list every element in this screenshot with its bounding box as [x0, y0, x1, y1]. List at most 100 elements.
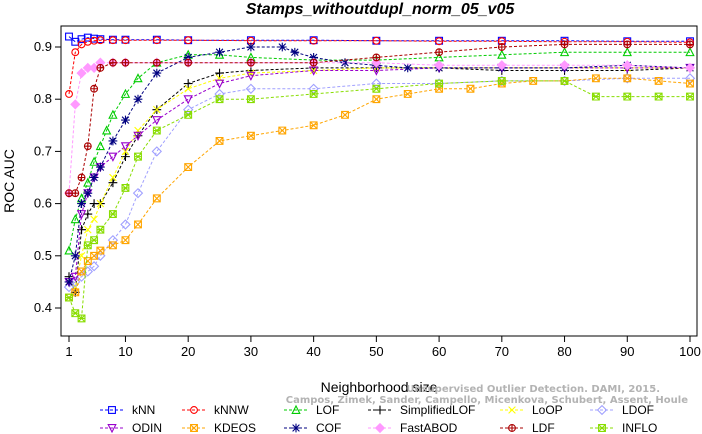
data-point-odin	[246, 71, 256, 81]
data-point-ldf	[246, 58, 255, 67]
y-tick-label: 0.4	[34, 300, 52, 315]
data-point-odin	[76, 210, 87, 220]
data-point-knnw	[65, 90, 73, 98]
data-point-ldf	[108, 58, 117, 67]
data-point-cof	[108, 136, 118, 146]
data-point-lof	[64, 245, 74, 255]
data-point-ldf	[121, 58, 130, 67]
x-tick-label: 80	[557, 344, 571, 359]
data-point-fastabod	[559, 60, 570, 71]
data-point-kdeos	[215, 137, 224, 145]
data-point-ldof	[132, 187, 144, 199]
legend-item-ldof: LDOF	[590, 403, 654, 417]
data-point-ldf	[560, 40, 569, 49]
data-point-fastabod	[70, 99, 81, 110]
legend-label-lof: LOF	[316, 403, 339, 417]
legend-marker-simplifiedlof	[375, 405, 385, 415]
series-ldf	[65, 40, 694, 198]
series-line-ldf	[69, 43, 690, 194]
data-point-ldf	[372, 53, 381, 62]
y-tick-label: 0.7	[34, 143, 52, 158]
x-axis-label: Neighborhood size	[321, 379, 438, 395]
data-point-knnw	[435, 37, 444, 46]
data-point-fastabod	[433, 60, 445, 71]
data-point-kdeos	[372, 95, 381, 104]
data-point-kdeos	[686, 79, 694, 88]
data-point-cof	[121, 115, 130, 125]
data-point-lof	[83, 177, 93, 187]
data-point-inflo	[497, 76, 506, 85]
x-axis: 1 10 20 30 40 50 60 70 80 90 100	[65, 336, 701, 359]
legend-marker-ldf	[508, 424, 516, 432]
data-point-lof	[95, 140, 106, 151]
legend-label-simplifiedlof: SimplifiedLOF	[400, 403, 475, 417]
legend-marker-loop	[508, 406, 516, 414]
legend-marker-inflo	[598, 424, 606, 432]
legend-label-kdeos: KDEOS	[214, 421, 256, 434]
data-point-simplifiedlof	[108, 178, 118, 188]
legend-label-ldof: LDOF	[622, 403, 654, 417]
data-point-kdeos	[278, 126, 287, 135]
data-point-kdeos	[591, 74, 600, 83]
legend-item-kdeos: KDEOS	[182, 421, 256, 434]
series-line-knn	[68, 36, 690, 43]
x-tick-label: 1	[65, 344, 72, 359]
data-point-ldf	[77, 173, 86, 182]
data-point-kdeos	[134, 220, 142, 229]
legend-item-simplifiedlof: SimplifiedLOF	[368, 403, 475, 417]
data-point-ldf	[184, 58, 193, 67]
data-point-inflo	[90, 236, 99, 245]
data-point-cof	[215, 47, 224, 57]
data-point-odin	[152, 116, 162, 126]
legend-label-fastabod: FastABOD	[400, 421, 458, 434]
data-point-ldf	[686, 40, 694, 49]
data-point-inflo	[215, 95, 224, 104]
data-point-odin	[120, 142, 131, 152]
series-line-ldof	[68, 77, 690, 288]
series-ldof	[63, 73, 696, 293]
data-point-ldf	[96, 64, 105, 72]
data-point-inflo	[184, 110, 193, 119]
data-point-ldof	[183, 104, 194, 115]
x-tick-label: 30	[244, 344, 258, 359]
data-point-loop	[90, 215, 98, 224]
data-point-knnw	[309, 36, 318, 45]
data-point-inflo	[246, 95, 255, 104]
data-point-inflo	[560, 76, 569, 85]
data-point-fastabod	[496, 60, 507, 71]
watermark-line-1: Unsupervised Outlier Detection. DAMI, 20…	[406, 384, 660, 395]
legend-marker-fastabod	[374, 422, 386, 434]
data-point-inflo	[591, 92, 600, 101]
data-point-knnw	[121, 36, 130, 45]
data-point-inflo	[623, 92, 632, 101]
data-point-lof	[685, 47, 695, 57]
data-point-ldof	[371, 78, 382, 89]
legend-item-odin: ODIN	[100, 421, 162, 434]
legend-item-lof: LOF	[284, 403, 339, 417]
data-point-loop	[77, 252, 86, 260]
data-point-inflo	[435, 79, 444, 88]
data-point-lof	[622, 47, 632, 57]
data-point-cof	[309, 53, 319, 62]
x-tick-label: 40	[306, 344, 320, 359]
data-point-loop	[121, 147, 130, 156]
data-point-inflo	[686, 92, 694, 101]
data-point-cof	[277, 42, 287, 52]
legend-item-knn: kNN	[100, 403, 155, 417]
data-point-kdeos	[341, 110, 349, 119]
data-point-cof	[340, 58, 350, 68]
data-point-lof	[89, 156, 99, 166]
data-point-inflo	[83, 241, 92, 250]
data-point-kdeos	[96, 246, 105, 255]
series-line-loop	[68, 67, 690, 289]
series-line-simplifiedlof	[68, 67, 691, 293]
data-point-simplifiedlof	[77, 225, 86, 235]
data-point-kdeos	[623, 74, 632, 83]
data-point-loop	[184, 84, 192, 93]
data-point-cof	[133, 94, 143, 104]
data-point-loop	[153, 105, 161, 114]
data-point-ldof	[684, 73, 696, 84]
legend-label-cof: COF	[316, 421, 341, 434]
x-tick-label: 10	[118, 344, 132, 359]
legend-marker-lof	[291, 404, 301, 414]
